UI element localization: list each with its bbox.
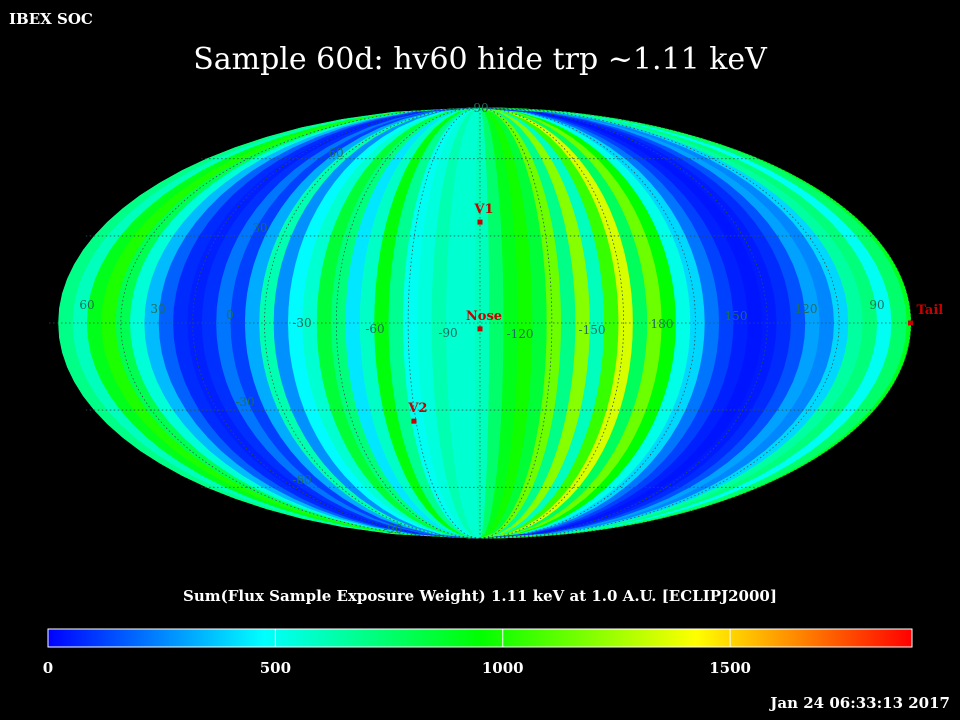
marker-label-nose: Nose (466, 309, 502, 324)
graticule-meridian (479, 107, 768, 539)
graticule-meridian (479, 107, 625, 539)
longitude-label-150: -150 (579, 323, 606, 337)
marker-label-v1: V1 (473, 202, 493, 217)
longitude-label-180: 180 (651, 317, 674, 331)
longitude-label-90: 90 (869, 298, 884, 312)
longitude-label-60: -60 (365, 322, 384, 336)
latitude-label-60: -60 (292, 473, 311, 487)
graticule-meridian (479, 107, 840, 539)
longitude-label-30: -30 (292, 316, 311, 330)
marker-v1 (477, 219, 483, 225)
org-label: IBEX SOC (9, 10, 93, 28)
latitude-label-30: -30 (235, 395, 254, 409)
longitude-label-150: 150 (725, 309, 748, 323)
latitude-label-30: 30 (252, 221, 267, 235)
graticule-meridian (192, 107, 481, 539)
longitude-label-30: 30 (150, 302, 165, 316)
longitude-label-60: 60 (79, 298, 94, 312)
graticule-meridian (335, 107, 481, 539)
colorbar-label: Sum(Flux Sample Exposure Weight) 1.11 ke… (183, 587, 777, 605)
graticule-meridian (120, 107, 481, 539)
latitude-label-60: 60 (328, 146, 343, 160)
latitude-label-90: 90 (473, 101, 488, 115)
longitude-label-120: -120 (507, 327, 534, 341)
graticule-meridian (264, 107, 481, 539)
marker-v2 (411, 418, 417, 424)
graticule-meridian (407, 107, 481, 539)
timestamp: Jan 24 06:33:13 2017 (770, 694, 950, 712)
longitude-label-120: 120 (795, 302, 818, 316)
chart-title: Sample 60d: hv60 hide trp ~1.11 keV (193, 42, 767, 77)
marker-nose (477, 326, 483, 332)
marker-label-tail: Tail (917, 303, 944, 318)
marker-label-v2: V2 (407, 401, 427, 416)
longitude-label-90: -90 (438, 326, 457, 340)
longitude-label-0: 0 (226, 308, 234, 322)
graticule-meridian (479, 107, 696, 539)
latitude-label-90: -90 (383, 522, 402, 536)
graticule-meridian (479, 107, 553, 539)
marker-tail (908, 320, 913, 326)
